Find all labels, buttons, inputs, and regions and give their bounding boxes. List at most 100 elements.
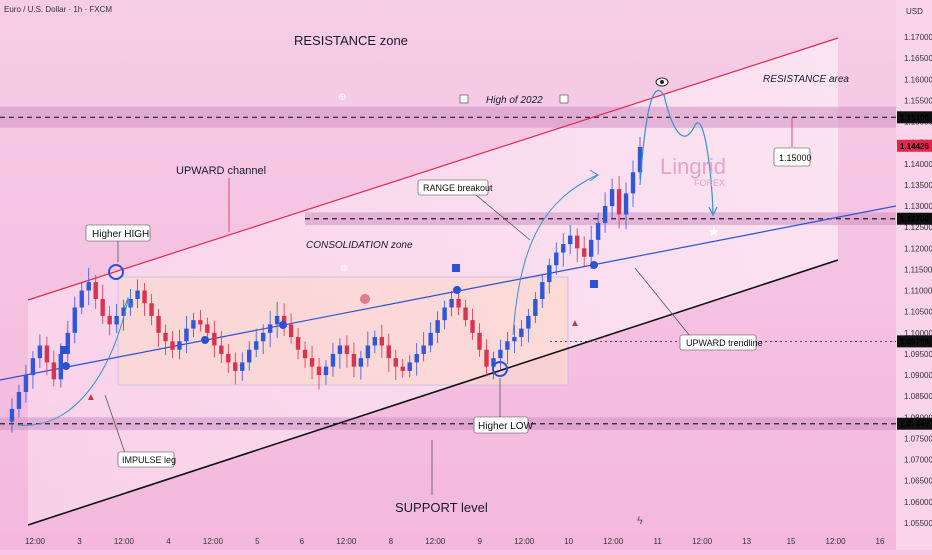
channel-upper-line[interactable]: [27, 37, 839, 301]
candle-body: [470, 320, 475, 333]
channel-lower-line[interactable]: [27, 259, 839, 526]
price-tag-label: 1.12700: [900, 215, 929, 224]
lightning-icon[interactable]: ϟ: [637, 515, 643, 527]
candle-body: [637, 146, 643, 173]
candle-body: [65, 332, 71, 354]
candle-body: [260, 332, 266, 342]
candle-body: [581, 248, 587, 257]
svg-text:1.15000: 1.15000: [779, 153, 812, 163]
candle-body: [393, 358, 398, 367]
support-level-label: SUPPORT level: [395, 500, 488, 515]
y-tick-label: 1.17000: [904, 33, 932, 42]
candles-layer: [9, 136, 643, 433]
watermark-brand: Lingrid: [660, 154, 726, 179]
candle-body: [309, 358, 315, 367]
candle-body: [609, 189, 615, 207]
candle-body: [505, 341, 510, 350]
x-tick-label: 12:00: [425, 537, 446, 546]
candle-body: [212, 332, 217, 346]
candle-body: [30, 358, 36, 376]
target-callout: 1.15000: [773, 147, 812, 167]
event-marker-icon[interactable]: [452, 264, 460, 272]
rocket-icon: ▲: [570, 318, 580, 329]
y-tick-label: 1.07000: [904, 456, 932, 465]
candle-body: [498, 349, 503, 359]
candle-body: [267, 324, 273, 333]
candle-body: [58, 353, 64, 380]
candle-body: [247, 349, 252, 363]
candle-body: [407, 362, 412, 371]
candle-body: [107, 315, 112, 325]
candle-body: [435, 320, 440, 333]
impulse-arrow-icon: [123, 296, 133, 309]
candle-body: [386, 345, 391, 359]
symbol-title: Euro / U.S. Dollar · 1h · FXCM: [4, 5, 112, 14]
candle-body: [554, 252, 559, 266]
x-tick-label: 6: [300, 537, 305, 546]
y-tick-label: 1.16000: [904, 75, 932, 84]
svg-text:Higher LOW: Higher LOW: [478, 421, 534, 432]
candle-body: [623, 193, 629, 215]
candle-body: [121, 307, 126, 316]
x-tick-label: 12:00: [603, 537, 624, 546]
x-tick-label: 12:00: [514, 537, 535, 546]
event-marker-icon[interactable]: [590, 280, 598, 288]
x-tick-label: 12:00: [203, 537, 224, 546]
upward-trendline-callout: UPWARD trendline: [679, 334, 763, 351]
trendline-touch-2: [201, 336, 209, 344]
checkbox-icon: [559, 94, 569, 104]
higher-low-callout: Higher LOW: [473, 416, 534, 434]
range-breakout-callout: RANGE breakout: [417, 179, 493, 196]
higher-high-marker: [108, 264, 124, 280]
price-tag: [897, 111, 932, 124]
time-axis[interactable]: 12:00 3 12:00 4 12:00 5 6 12:00 8 12:00 9 12:00 10 12…: [25, 537, 885, 546]
y-tick-label: 1.10000: [904, 329, 932, 338]
projection-path: [639, 89, 714, 214]
currency-label: USD: [906, 7, 923, 16]
price-axis[interactable]: 1.170001.165001.160001.155001.150001.145…: [904, 33, 932, 528]
x-tick-label: 12:00: [25, 537, 46, 546]
x-tick-label: 13: [742, 537, 751, 546]
y-tick-label: 1.09000: [904, 371, 932, 380]
range-breakout-pointer: [469, 189, 531, 241]
event-marker-icon[interactable]: [60, 346, 68, 354]
star-icon: ★: [708, 224, 720, 239]
x-tick-label: 12:00: [114, 537, 135, 546]
trendline-touch-3: [279, 321, 287, 329]
candle-body: [512, 337, 517, 342]
candle-body: [351, 353, 357, 367]
candle-body: [330, 353, 336, 367]
candle-body: [51, 362, 57, 380]
svg-text:High of 2022: High of 2022: [486, 95, 543, 106]
candle-body: [16, 391, 22, 409]
candle-body: [456, 299, 461, 308]
candle-body: [86, 282, 91, 291]
price-tag: [897, 335, 932, 348]
candle-body: [358, 358, 364, 367]
candle-body: [274, 315, 280, 325]
x-tick-label: 5: [255, 537, 260, 546]
upward-trendline[interactable]: [0, 205, 897, 381]
y-tick-label: 1.11500: [904, 265, 932, 274]
breakout-arrow-icon: [589, 169, 599, 182]
resistance-zone-label: RESISTANCE zone: [294, 33, 408, 48]
rocket-icon: ▲: [86, 392, 96, 403]
svg-text:UPWARD trendline: UPWARD trendline: [686, 338, 763, 348]
x-tick-label: 16: [876, 537, 885, 546]
y-tick-label: 1.14000: [904, 160, 932, 169]
candle-body: [602, 206, 608, 223]
candle-body: [337, 345, 343, 354]
y-tick-label: 1.09500: [904, 350, 932, 359]
candle-body: [519, 328, 524, 338]
candle-body: [233, 362, 238, 371]
candle-body: [198, 320, 203, 325]
x-tick-label: 12:00: [692, 537, 713, 546]
candle-body: [288, 324, 294, 338]
candle-body: [114, 315, 119, 325]
candle-body: [428, 332, 433, 346]
candle-body: [533, 299, 538, 316]
impulse-arc: [17, 299, 129, 426]
breakout-arc: [512, 174, 598, 336]
price-axis-background: [896, 0, 932, 550]
